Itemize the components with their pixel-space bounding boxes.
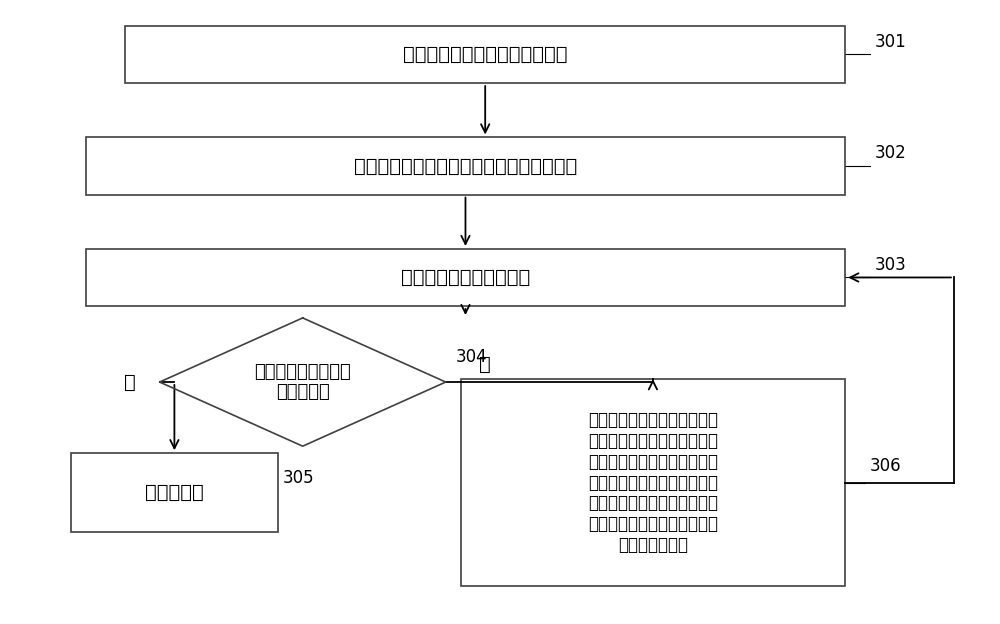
Polygon shape [160,318,446,446]
Text: 否: 否 [479,355,491,374]
FancyBboxPatch shape [71,453,278,532]
Text: 线路无故障: 线路无故障 [145,483,204,502]
Text: 306: 306 [870,457,902,475]
Text: 304: 304 [456,348,487,366]
Text: 向所述配电线路的某一点注入高压交流信号: 向所述配电线路的某一点注入高压交流信号 [354,157,577,175]
FancyBboxPatch shape [86,137,845,195]
FancyBboxPatch shape [125,26,845,83]
Text: 是: 是 [124,373,136,391]
Text: 301: 301 [875,32,907,51]
Text: 将用户侧电压器与配电线路隔离: 将用户侧电压器与配电线路隔离 [403,45,567,64]
Text: 故障位于电流值较大的一侧，
巡视在设定范围内电流值较大
的一侧是否存在故障，如果在
设定范围内电流值较大的一侧
不存在故障，则在电流值较大
的一侧确定任一点，并: 故障位于电流值较大的一侧， 巡视在设定范围内电流值较大 的一侧是否存在故障，如果… [588,411,718,554]
Text: 303: 303 [875,256,907,274]
FancyBboxPatch shape [461,379,845,587]
Text: 305: 305 [283,469,315,487]
Text: 测量注入点两侧的电流值: 测量注入点两侧的电流值 [401,268,530,287]
FancyBboxPatch shape [86,249,845,306]
Text: 两侧的电流值的差值
小于设定值: 两侧的电流值的差值 小于设定值 [254,363,351,401]
Text: 302: 302 [875,144,907,162]
